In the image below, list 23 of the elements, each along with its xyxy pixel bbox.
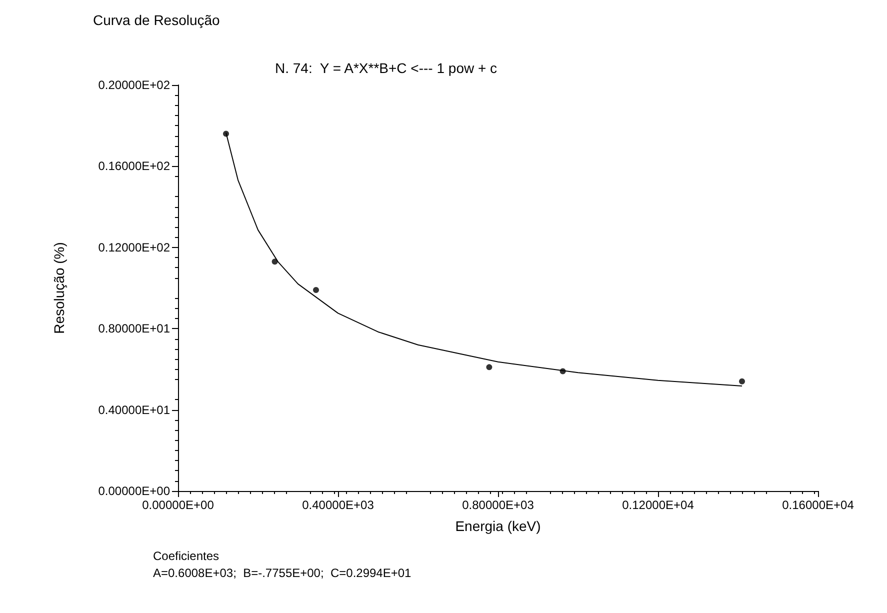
x-tick-label: 0.80000E+03: [462, 498, 534, 512]
point: [223, 130, 229, 137]
point: [560, 368, 566, 374]
chart-title: Curva de Resolução: [93, 12, 220, 28]
y-tick-label: 0.20000E+02: [98, 78, 170, 92]
x-tick-label: 0.00000E+00: [142, 498, 214, 512]
text: Coeficientes: [153, 549, 220, 563]
x-tick-label: 0.12000E+04: [622, 498, 694, 512]
point: [313, 287, 319, 294]
y-tick-label: 0.16000E+02: [98, 159, 170, 174]
y-tick-label: 0.12000E+02: [98, 240, 170, 254]
y-tick-label: 0.00000E+00: [98, 484, 170, 498]
chart-subtitle: N. 74: Y = A*X**B+C <--- 1 pow + c: [275, 60, 498, 76]
x-axis-title: Energia (keV): [455, 518, 541, 534]
x-tick-label: 0.16000E+04: [782, 498, 854, 512]
y-tick-label: 0.40000E+01: [98, 402, 170, 417]
y-axis-title: Resolução (%): [51, 242, 67, 334]
text: A=0.6008E+03; B=-.7755E+00; C=0.2994E+01: [153, 566, 412, 580]
point: [486, 364, 492, 370]
y-tick-label: 0.80000E+01: [98, 322, 170, 336]
x-tick-label: 0.40000E+03: [302, 498, 374, 512]
point: [272, 258, 278, 265]
point: [739, 378, 745, 384]
